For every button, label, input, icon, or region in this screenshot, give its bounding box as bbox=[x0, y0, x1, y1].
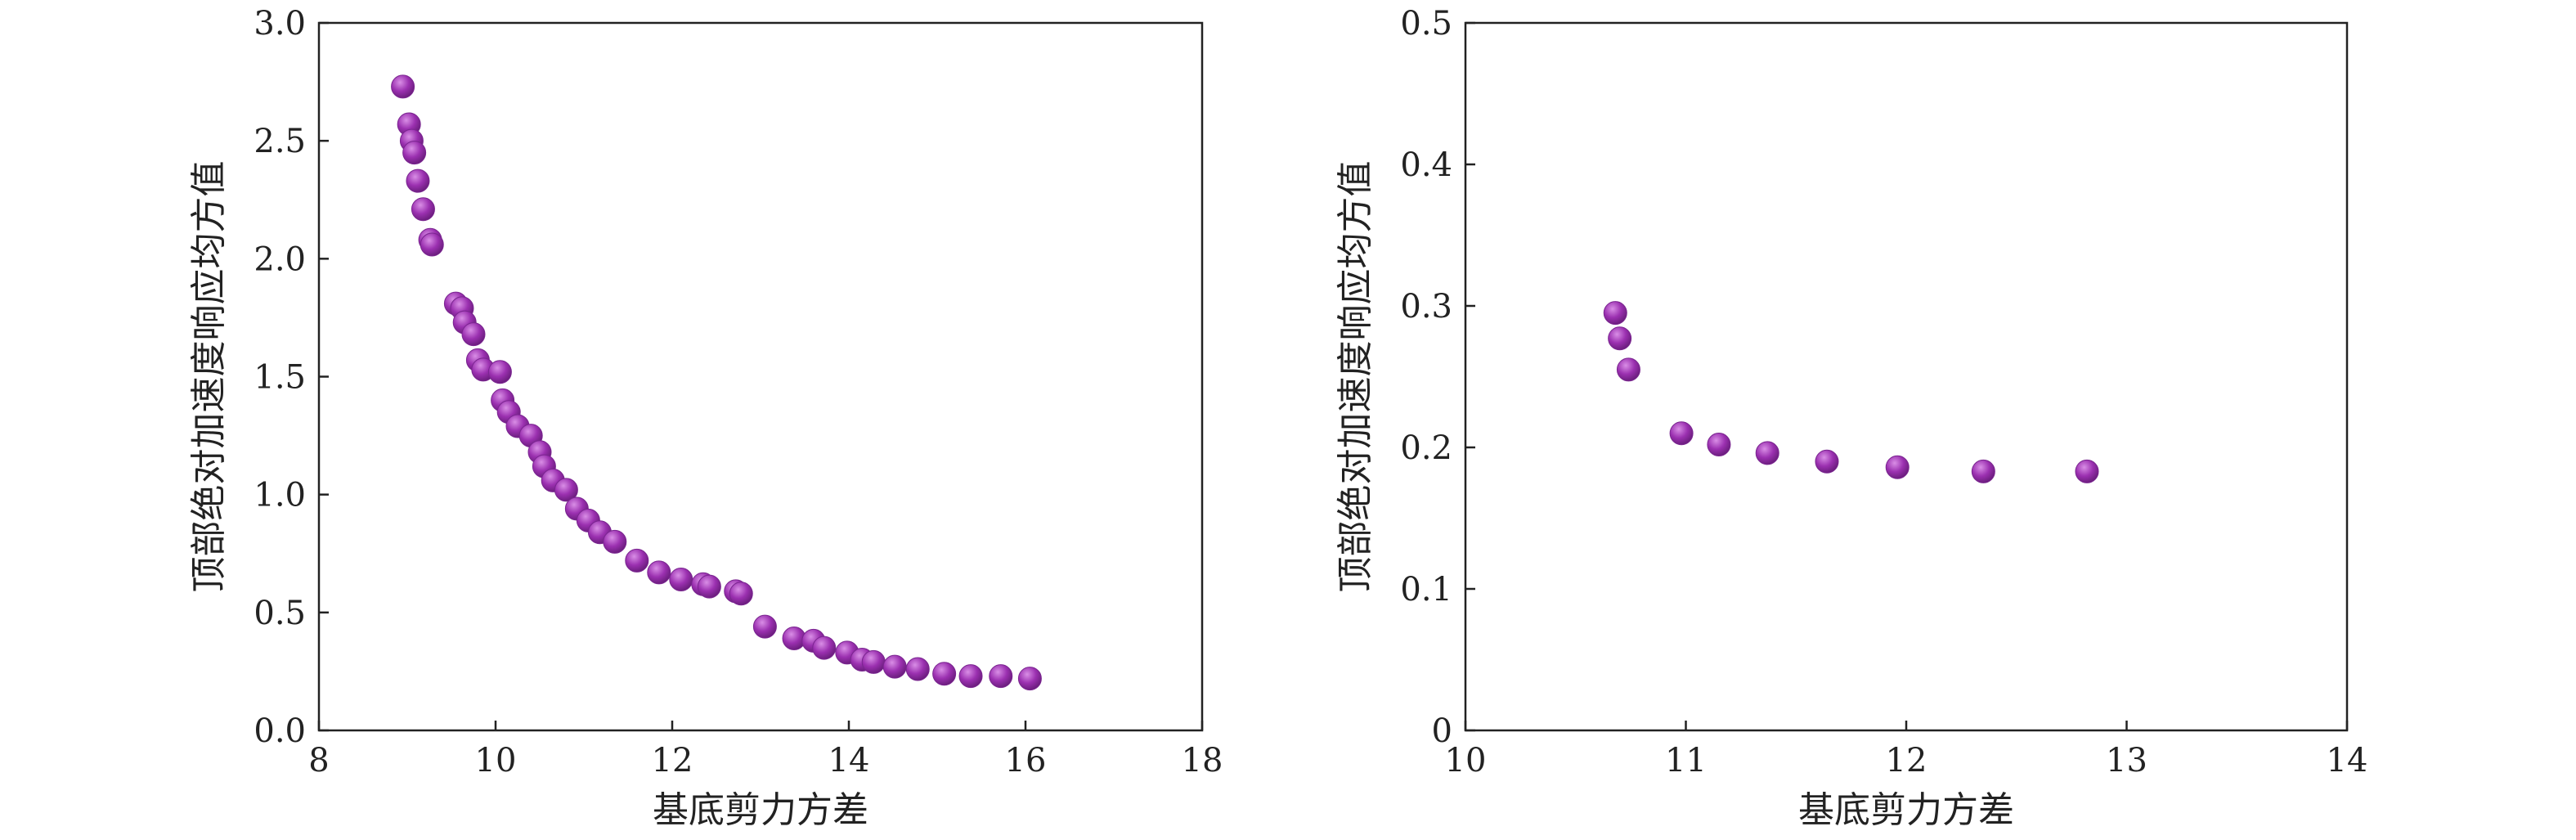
y-tick-label: 0.5 bbox=[254, 595, 306, 632]
y-tick-label: 0.0 bbox=[254, 712, 306, 750]
x-axis-label: 基底剪力方差 bbox=[653, 789, 868, 831]
y-tick-label: 3.0 bbox=[254, 5, 306, 43]
data-point bbox=[1017, 667, 1042, 691]
data-point bbox=[1971, 459, 1995, 483]
x-axis-label: 基底剪力方差 bbox=[1798, 789, 2014, 831]
data-point bbox=[625, 548, 649, 573]
y-tick-label: 2.5 bbox=[254, 123, 306, 160]
x-tick-label: 18 bbox=[1182, 742, 1223, 779]
x-tick-label: 12 bbox=[652, 742, 693, 779]
x-tick-label: 14 bbox=[2327, 742, 2368, 779]
x-tick-label: 14 bbox=[828, 742, 870, 779]
data-point bbox=[647, 560, 671, 585]
data-point bbox=[1707, 433, 1731, 457]
data-point bbox=[1608, 326, 1632, 351]
data-point bbox=[391, 74, 415, 99]
data-point bbox=[905, 657, 930, 681]
data-point bbox=[812, 636, 837, 660]
data-point bbox=[861, 649, 886, 674]
y-tick-label: 0.1 bbox=[1400, 571, 1452, 609]
data-point bbox=[1616, 357, 1640, 382]
data-point bbox=[603, 529, 627, 554]
data-point bbox=[1885, 455, 1910, 479]
data-point bbox=[932, 662, 957, 686]
data-point bbox=[1815, 449, 1839, 474]
data-point bbox=[461, 322, 486, 347]
data-point bbox=[406, 168, 430, 193]
data-point bbox=[729, 582, 753, 606]
y-tick-label: 0.2 bbox=[1400, 429, 1452, 467]
y-tick-label: 0.3 bbox=[1400, 288, 1452, 326]
data-point bbox=[1669, 421, 1694, 446]
y-tick-label: 0.5 bbox=[1400, 5, 1452, 43]
y-axis-label: 顶部绝对加速度响应均方值 bbox=[1335, 161, 1376, 593]
data-point bbox=[554, 478, 578, 502]
x-tick-label: 13 bbox=[2106, 742, 2147, 779]
data-point bbox=[420, 232, 444, 257]
y-tick-label: 1.5 bbox=[254, 359, 306, 397]
chart-1: 8 10 12 14 16 18 0.0 0.5 1.0 1.5 2.0 2.5 3.0 基底剪力方差 顶部… bbox=[188, 5, 1223, 831]
y-tick-label: 0.4 bbox=[1400, 146, 1452, 184]
data-point bbox=[402, 141, 427, 165]
data-point bbox=[669, 567, 693, 591]
data-point bbox=[2075, 459, 2099, 483]
x-tick-label: 12 bbox=[1886, 742, 1928, 779]
data-point bbox=[882, 654, 907, 679]
data-point bbox=[1603, 301, 1627, 326]
x-tick-label: 10 bbox=[475, 742, 517, 779]
y-axis-label: 顶部绝对加速度响应均方值 bbox=[188, 161, 230, 593]
y-tick-label: 0 bbox=[1432, 712, 1452, 750]
y-tick-label: 1.0 bbox=[254, 477, 306, 514]
data-point bbox=[958, 664, 983, 689]
x-tick-label: 8 bbox=[308, 742, 329, 779]
data-point bbox=[411, 197, 435, 222]
data-point bbox=[487, 360, 512, 384]
data-point bbox=[1755, 441, 1779, 465]
data-point bbox=[752, 614, 777, 639]
x-tick-label: 10 bbox=[1445, 742, 1487, 779]
x-tick-label: 16 bbox=[1005, 742, 1047, 779]
plot-frame bbox=[1464, 21, 2349, 732]
x-tick-label: 11 bbox=[1665, 742, 1707, 779]
data-point bbox=[697, 574, 721, 599]
data-point bbox=[989, 664, 1013, 689]
y-tick-label: 2.0 bbox=[254, 240, 306, 278]
chart-2: 10 11 12 13 14 0 0.1 0.2 0.3 0.4 0.5 基底剪力方差 顶部绝对加速度响… bbox=[1335, 5, 2367, 831]
